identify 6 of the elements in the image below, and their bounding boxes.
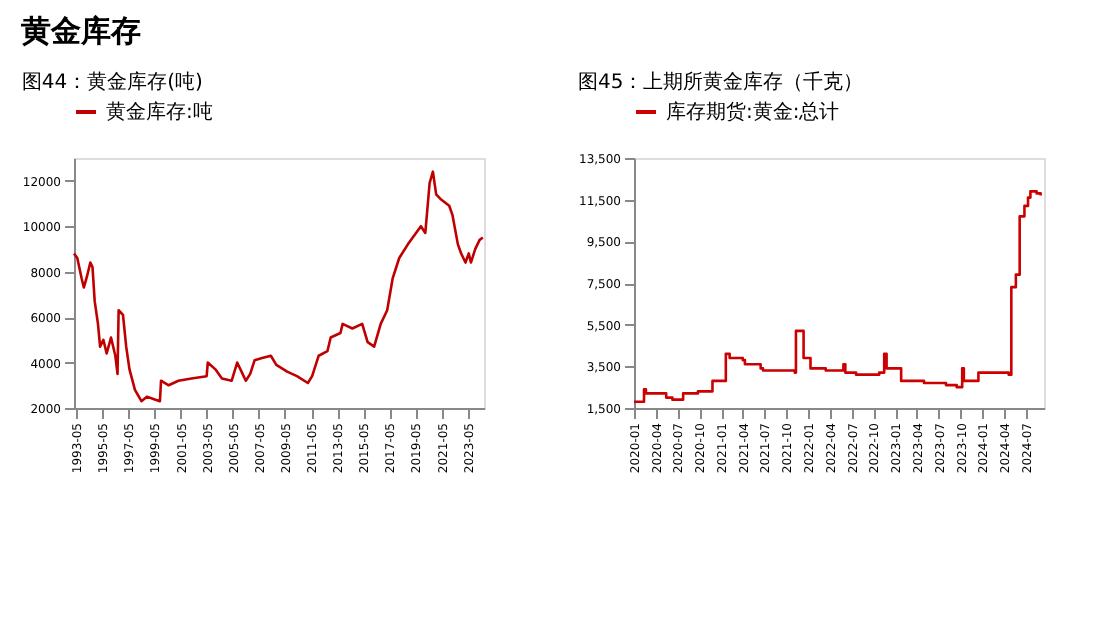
chart-title: 图44：黄金库存(吨) — [21, 70, 204, 94]
legend-label: 黄金库存:吨 — [106, 100, 213, 124]
line-series — [72, 170, 485, 403]
chart-title: 图45：上期所黄金库存（千克） — [578, 70, 864, 94]
legend-label: 库存期货:黄金:总计 — [666, 100, 840, 124]
text: 黄金库存 — [18, 13, 141, 49]
